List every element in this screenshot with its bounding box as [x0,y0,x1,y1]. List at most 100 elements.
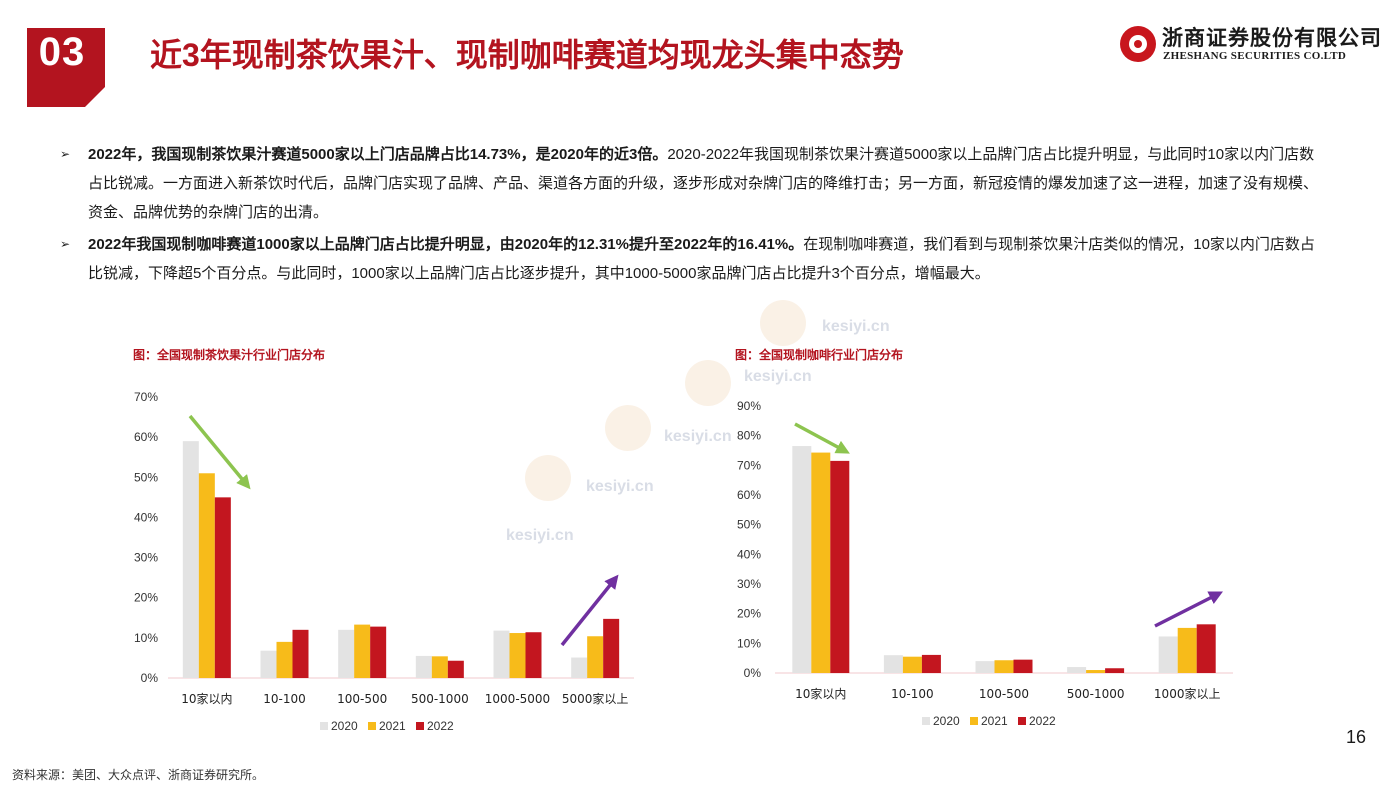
watermark-text: kesiyi.cn [586,478,654,495]
y-tick-label: 80% [737,429,761,443]
bar-2021 [198,473,215,678]
bar-2021 [276,641,293,678]
bar-2021 [431,656,448,678]
category-label: 10-100 [263,692,306,706]
page-number: 16 [1346,727,1367,747]
bar-2021 [587,636,604,678]
legend-swatch [1018,717,1026,725]
bar-2020 [493,630,510,678]
watermark-text: kesiyi.cn [822,318,890,335]
bar-2020 [260,650,277,678]
y-tick-label: 60% [134,430,158,444]
bar-2020 [1067,667,1087,673]
watermark-figure-icon [525,455,571,501]
section-badge-notch [85,87,105,107]
legend-swatch [416,722,424,730]
legend-label: 2020 [331,719,358,733]
y-tick-label: 60% [737,488,761,502]
bar-2020 [1158,636,1178,673]
section-number: 03 [38,30,86,74]
source-note: 资料来源：美团、大众点评、浙商证券研究所。 [12,768,265,782]
summary-bullets: ➢ 2022年，我国现制茶饮果汁赛道5000家以上门店品牌占比14.73%，是2… [60,140,1320,291]
category-label: 10家以内 [795,686,846,701]
bar-2020 [182,441,199,678]
legend-label: 2022 [427,719,454,733]
y-tick-label: 90% [737,399,761,413]
y-tick-label: 50% [134,470,158,484]
y-tick-label: 10% [134,631,158,645]
trend-arrow-down-icon [188,414,251,490]
bullet-arrow-icon: ➢ [60,147,71,161]
bar-2022 [603,618,620,678]
bar-2022 [292,629,309,678]
y-tick-label: 40% [737,547,761,561]
bar-2021 [509,633,526,678]
watermark-figure-icon [685,360,731,406]
company-name-cn: 浙商证券股份有限公司 [1162,27,1382,50]
watermark-text: kesiyi.cn [506,527,574,544]
category-label: 5000家以上 [562,691,629,706]
chart-title-tea: 图：全国现制茶饮果汁行业门店分布 [133,348,326,362]
category-label: 100-500 [979,687,1029,701]
bar-2020 [415,655,432,678]
company-name-en: ZHESHANG SECURITIES CO.LTD [1163,50,1347,62]
trend-arrow-up-icon [1154,591,1223,628]
trend-arrow-down-icon [794,422,850,454]
bullet-bold-text: 2022年，我国现制茶饮果汁赛道5000家以上门店品牌占比14.73%，是202… [88,146,668,163]
category-label: 500-1000 [411,692,469,706]
legend-swatch [368,722,376,730]
bar-2021 [811,452,831,673]
y-tick-label: 30% [737,577,761,591]
watermark-figure-icon [605,405,651,451]
watermark-figure-icon [760,300,806,346]
category-label: 10-100 [891,687,934,701]
bar-2022 [1013,659,1033,673]
legend-label: 2020 [933,714,960,728]
bar-2022 [214,497,231,678]
bar-2022 [921,654,941,673]
page-title: 近3年现制茶饮果汁、现制咖啡赛道均现龙头集中态势 [150,37,904,73]
bar-2021 [902,656,922,673]
category-label: 100-500 [337,692,387,706]
category-label: 500-1000 [1067,687,1125,701]
legend-swatch [922,717,930,725]
legend-label: 2021 [379,719,406,733]
y-tick-label: 10% [737,636,761,650]
y-tick-label: 50% [737,518,761,532]
y-tick-label: 70% [134,390,158,404]
legend-label: 2021 [981,714,1008,728]
y-tick-label: 0% [744,666,762,680]
bar-2021 [354,624,371,678]
bullet-item: ➢ 2022年，我国现制茶饮果汁赛道5000家以上门店品牌占比14.73%，是2… [60,140,1320,227]
bar-2022 [447,660,464,678]
category-label: 10家以内 [181,691,232,706]
chart-coffee-stores: 0% 10% 20% 30% 40% 50% 60% 70% 80% 90% 10家以内 10-100… [737,399,1233,728]
legend-swatch [320,722,328,730]
chart-title-coffee: 图：全国现制咖啡行业门店分布 [735,348,904,362]
bar-2021 [1086,670,1106,673]
bar-2021 [1177,627,1197,673]
legend-swatch [970,717,978,725]
y-tick-label: 0% [141,671,159,685]
bullet-arrow-icon: ➢ [60,237,71,251]
bar-2022 [525,632,542,678]
bar-2022 [1105,668,1125,673]
watermark-text: kesiyi.cn [664,428,732,445]
bar-2020 [338,629,355,678]
bar-2020 [975,661,995,673]
y-tick-label: 20% [737,607,761,621]
bar-2022 [370,626,387,678]
bar-2020 [792,446,812,673]
y-tick-label: 70% [737,458,761,472]
y-tick-label: 40% [134,510,158,524]
bullet-body-text: 在现制咖啡赛道，我们看到与现制茶饮果汁店类似的情况，10家以内门店数占比锐减，下… [88,236,1315,282]
bullet-bold-text: 2022年我国现制咖啡赛道1000家以上品牌门店占比提升明显，由2020年的12… [88,236,804,253]
legend-label: 2022 [1029,714,1056,728]
company-logo-icon [1120,26,1156,62]
bar-2022 [830,460,850,673]
trend-arrow-up-icon [560,574,619,647]
bullet-body-text: 2020-2022年我国现制茶饮果汁赛道5000家以上品牌门店占比提升明显，与此… [88,146,1319,221]
category-label: 1000-5000 [485,692,550,706]
y-tick-label: 20% [134,591,158,605]
